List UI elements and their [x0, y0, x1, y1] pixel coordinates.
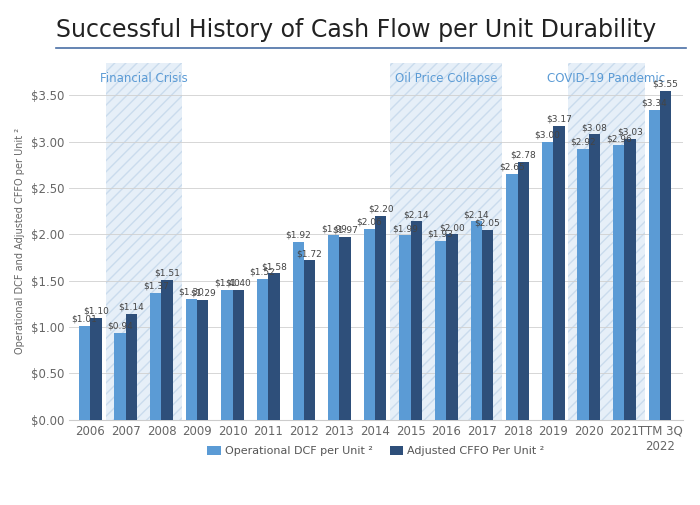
Text: $3.00: $3.00 [535, 130, 561, 139]
Text: $1.29: $1.29 [190, 289, 216, 298]
Legend: Operational DCF per Unit ², Adjusted CFFO Per Unit ²: Operational DCF per Unit ², Adjusted CFF… [203, 441, 549, 461]
Bar [568, 63, 645, 420]
Bar [589, 134, 600, 420]
Text: $2.06: $2.06 [356, 218, 382, 227]
Bar [293, 242, 304, 420]
Text: Successful History of Cash Flow per Unit Durability: Successful History of Cash Flow per Unit… [56, 18, 657, 42]
Text: Oil Price Collapse: Oil Price Collapse [395, 72, 498, 85]
Text: $1.14: $1.14 [119, 303, 144, 312]
Bar [391, 63, 502, 420]
Bar [79, 326, 90, 420]
Bar [517, 162, 529, 420]
Bar [197, 300, 209, 420]
Text: $1.52: $1.52 [250, 268, 276, 277]
Bar [399, 235, 411, 420]
Y-axis label: Operational DCF and Adjusted CFFO per Unit ²: Operational DCF and Adjusted CFFO per Un… [15, 128, 25, 355]
Bar [364, 229, 375, 420]
Text: $2.96: $2.96 [606, 134, 631, 143]
Text: $3.03: $3.03 [617, 128, 643, 137]
Bar [506, 174, 517, 420]
Text: $2.65: $2.65 [499, 163, 525, 172]
Bar [115, 333, 126, 420]
Bar [375, 216, 386, 420]
Text: $1.40: $1.40 [214, 279, 240, 288]
Bar [304, 261, 315, 420]
Text: $1.97: $1.97 [332, 226, 358, 235]
Text: $1.93: $1.93 [428, 230, 454, 238]
Bar [106, 63, 182, 420]
Text: $1.72: $1.72 [297, 249, 323, 258]
Bar [660, 91, 671, 420]
Text: COVID-19 Pandemic: COVID-19 Pandemic [547, 72, 666, 85]
Text: $3.08: $3.08 [582, 123, 608, 132]
Text: $3.55: $3.55 [652, 79, 678, 88]
Bar [470, 221, 482, 420]
Text: $2.78: $2.78 [510, 151, 536, 160]
Bar [482, 230, 494, 420]
Text: $2.05: $2.05 [475, 219, 500, 227]
Text: $2.20: $2.20 [368, 205, 393, 214]
Bar [411, 221, 422, 420]
Bar [648, 110, 660, 420]
Text: $1.99: $1.99 [392, 224, 418, 233]
Text: $3.17: $3.17 [546, 115, 572, 124]
Bar [542, 142, 553, 420]
Text: $2.14: $2.14 [404, 210, 429, 219]
Bar [613, 145, 624, 420]
Text: $2.92: $2.92 [570, 138, 596, 147]
Text: $2.00: $2.00 [439, 223, 465, 232]
Text: $2.14: $2.14 [463, 210, 489, 219]
Bar [578, 149, 589, 420]
Bar [553, 126, 564, 420]
Bar [90, 318, 101, 420]
Bar [268, 273, 280, 420]
Bar [186, 299, 197, 420]
Text: $1.30: $1.30 [178, 288, 204, 297]
Bar [162, 280, 173, 420]
Bar [340, 237, 351, 420]
Bar [232, 290, 244, 420]
Bar [221, 290, 232, 420]
Text: $0.94: $0.94 [107, 321, 133, 330]
Text: $1.10: $1.10 [83, 307, 109, 316]
Text: $1.40: $1.40 [225, 279, 251, 288]
Bar [435, 241, 447, 420]
Text: Financial Crisis: Financial Crisis [100, 72, 188, 85]
Text: $1.92: $1.92 [286, 230, 311, 239]
Text: $3.34: $3.34 [641, 99, 667, 108]
Bar [447, 234, 458, 420]
Text: $1.51: $1.51 [154, 269, 180, 278]
Text: $1.01: $1.01 [71, 315, 97, 324]
Bar [328, 235, 339, 420]
Text: $1.99: $1.99 [321, 224, 346, 233]
Text: $1.58: $1.58 [261, 262, 287, 271]
Text: $1.37: $1.37 [143, 281, 169, 290]
Bar [150, 293, 162, 420]
Bar [257, 279, 268, 420]
Bar [126, 314, 137, 420]
Bar [624, 139, 636, 420]
